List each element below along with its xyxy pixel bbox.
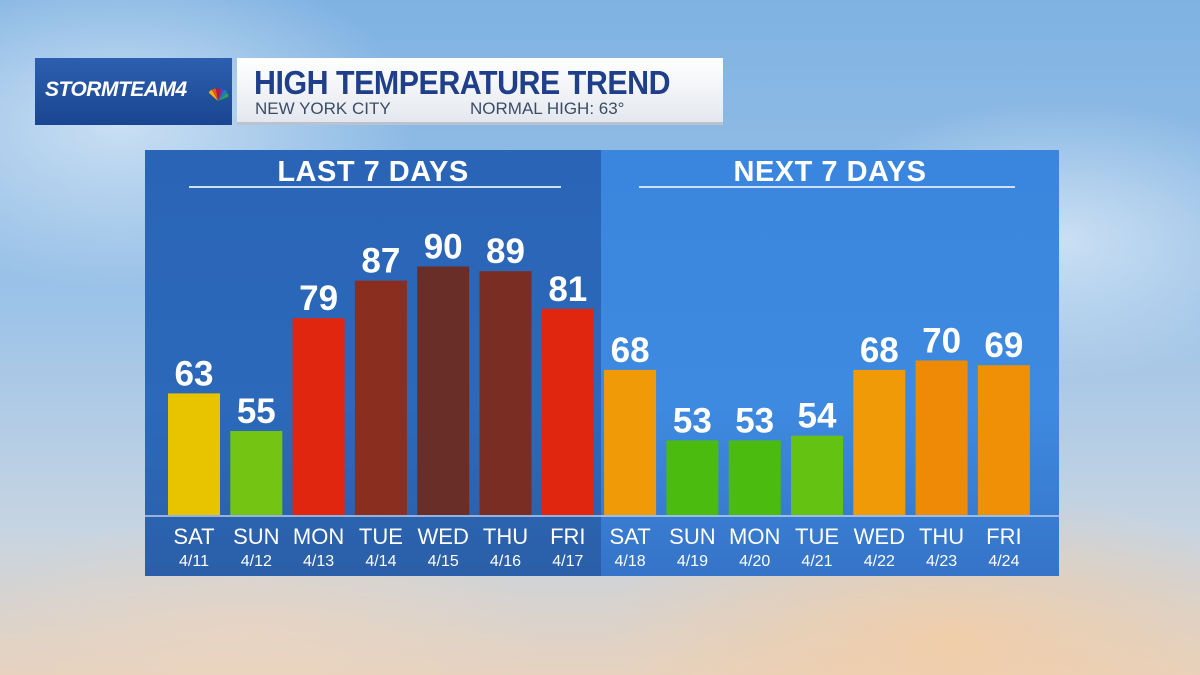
value-label: 68 (611, 331, 650, 370)
bar-tue-4-14 (354, 280, 407, 515)
value-label: 69 (984, 326, 1023, 365)
day-label: WED (418, 524, 469, 549)
day-label: SUN (233, 524, 279, 549)
value-label: 53 (673, 401, 712, 440)
value-label: 90 (424, 228, 463, 267)
date-label: 4/22 (864, 553, 895, 570)
value-label: 87 (361, 242, 400, 281)
value-label: 89 (486, 232, 525, 271)
date-label: 4/21 (801, 553, 832, 570)
value-label: 55 (237, 392, 276, 431)
day-label: MON (729, 524, 780, 549)
chart-title: HIGH TEMPERATURE TREND (254, 64, 671, 101)
date-label: 4/13 (303, 553, 334, 570)
date-label: 4/23 (926, 553, 957, 570)
day-label: SUN (669, 524, 715, 549)
value-label: 81 (548, 270, 587, 309)
day-label: THU (919, 524, 964, 549)
bar-fri-4-17 (541, 308, 594, 515)
date-label: 4/18 (615, 553, 646, 570)
next-7-days-label: NEXT 7 DAYS (733, 156, 927, 188)
day-label: MON (293, 524, 344, 549)
bar-mon-4-20 (728, 440, 781, 515)
next-baseline (601, 515, 1059, 517)
day-label: THU (483, 524, 528, 549)
value-label: 53 (735, 401, 774, 440)
date-label: 4/20 (739, 553, 770, 570)
bar-sun-4-19 (666, 440, 719, 515)
date-label: 4/24 (988, 553, 1019, 570)
day-label: WED (854, 524, 905, 549)
date-label: 4/15 (428, 553, 459, 570)
normal-high-label: NORMAL HIGH: 63° (470, 99, 625, 118)
next-7-days-rule (639, 186, 1015, 188)
bar-fri-4-24 (977, 365, 1030, 515)
day-label: SAT (610, 524, 651, 549)
day-label: TUE (359, 524, 403, 549)
bar-sun-4-12 (230, 431, 283, 515)
stormteam4-logo: STORMTEAM4 (35, 58, 232, 125)
day-label: FRI (986, 524, 1021, 549)
date-label: 4/16 (490, 553, 521, 570)
last-baseline (145, 515, 601, 517)
bar-mon-4-13 (292, 318, 345, 515)
date-label: 4/14 (365, 553, 396, 570)
bar-thu-4-16 (479, 271, 532, 515)
value-label: 70 (922, 322, 961, 361)
bar-sat-4-18 (604, 369, 657, 515)
value-label: 79 (299, 279, 338, 318)
bar-thu-4-23 (915, 360, 968, 515)
day-label: FRI (550, 524, 585, 549)
city-label: NEW YORK CITY (255, 99, 391, 118)
value-label: 63 (175, 354, 214, 393)
title-banner: HIGH TEMPERATURE TREND NEW YORK CITY NOR… (237, 58, 723, 125)
date-label: 4/11 (179, 553, 209, 570)
nbc-peacock-icon (209, 88, 229, 101)
date-label: 4/12 (241, 553, 272, 570)
bar-wed-4-22 (853, 369, 906, 515)
last-7-days-label: LAST 7 DAYS (277, 156, 469, 188)
value-label: 68 (860, 331, 899, 370)
bar-wed-4-15 (417, 266, 470, 515)
value-label: 54 (798, 397, 837, 436)
bar-sat-4-11 (168, 393, 220, 515)
day-label: TUE (795, 524, 839, 549)
logo-text: STORMTEAM4 (45, 78, 187, 101)
bar-tue-4-21 (791, 435, 843, 515)
last-7-days-rule (189, 186, 561, 188)
day-label: SAT (173, 524, 214, 549)
date-label: 4/19 (677, 553, 708, 570)
date-label: 4/17 (552, 553, 583, 570)
